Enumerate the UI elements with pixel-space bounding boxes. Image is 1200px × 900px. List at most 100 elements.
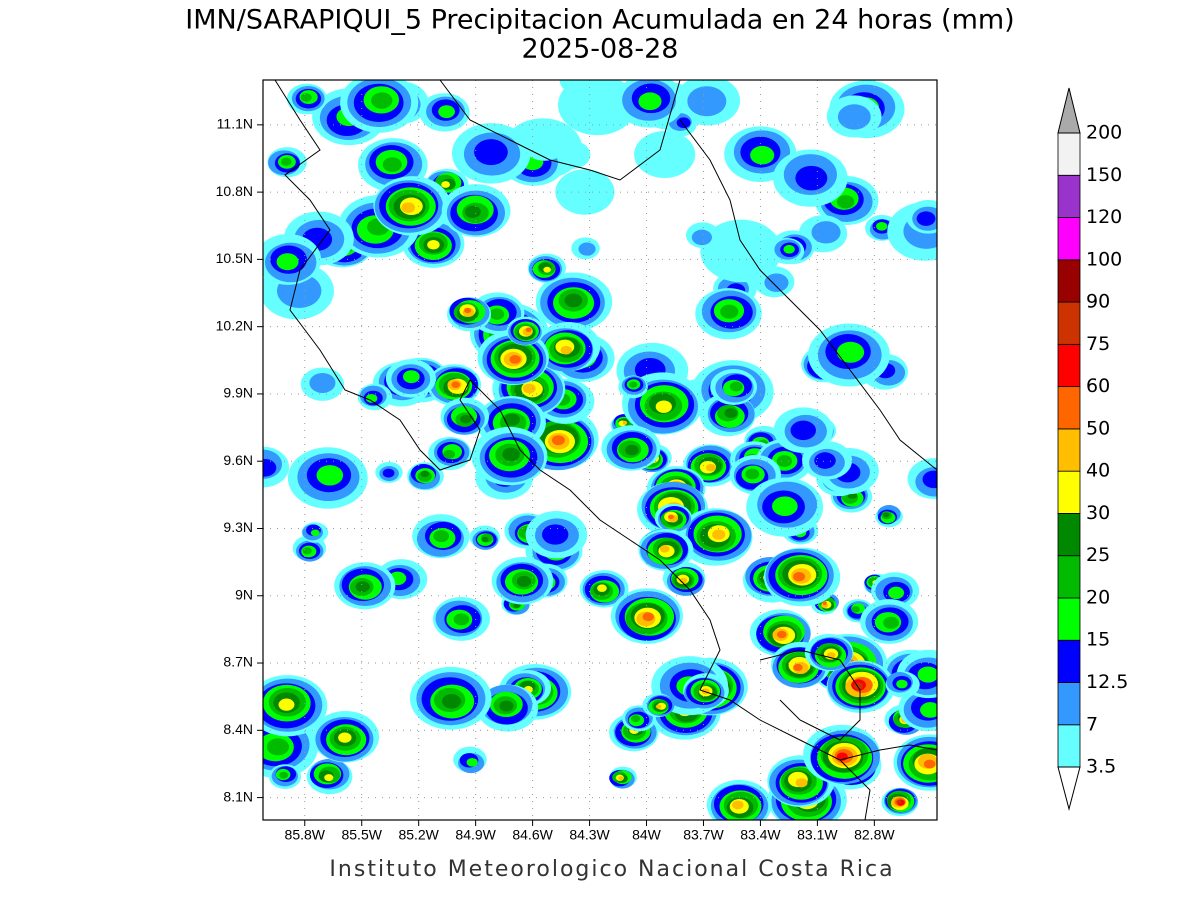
lon-label: 83.4W: [740, 827, 781, 843]
precip-blob: [310, 529, 320, 537]
precip-blob: [516, 575, 532, 587]
precip-blob: [655, 400, 672, 413]
precip-blob: [559, 80, 591, 93]
coastline: [274, 80, 937, 820]
colorbar-box: [1057, 724, 1081, 768]
precip-blob: [790, 420, 816, 441]
colorbar-box: [1057, 132, 1081, 176]
precip-blob: [474, 139, 508, 166]
precip-blob: [883, 616, 899, 629]
precip-blob: [712, 529, 726, 540]
precip-blob: [642, 612, 654, 622]
lon-label: 84W: [632, 827, 662, 843]
precip-blob: [481, 536, 489, 543]
precip-blob: [466, 757, 478, 767]
precip-blob: [720, 304, 739, 319]
precip-blob: [851, 606, 860, 613]
precip-blob: [382, 157, 402, 172]
precip-blob: [622, 420, 628, 425]
precip-blob: [776, 630, 787, 639]
precip-blob: [836, 195, 855, 209]
precip-blob: [676, 117, 691, 129]
precip-blob: [629, 381, 638, 388]
colorbar-label: 20: [1086, 586, 1110, 608]
precip-blob: [401, 202, 416, 213]
precip-blob: [438, 105, 455, 119]
precip-blob: [896, 799, 902, 804]
precip-blob: [560, 345, 572, 355]
colorbar-box: [1057, 639, 1081, 683]
precip-blob: [578, 242, 596, 256]
lat-label: 8.4N: [223, 721, 253, 737]
lat-label: 11.1N: [217, 116, 253, 132]
colorbar-label: 120: [1086, 206, 1122, 228]
precip-blob: [793, 572, 806, 582]
precip-blob: [433, 530, 450, 543]
precip-blob: [542, 524, 569, 545]
precip-blob: [300, 93, 312, 102]
colorbar-label: 90: [1086, 291, 1110, 313]
colorbar-label: 50: [1086, 417, 1110, 439]
precip-blob: [338, 732, 352, 743]
precip-blob: [638, 92, 662, 111]
lon-label: 85.5W: [341, 827, 382, 843]
lat-label: 8.1N: [223, 788, 253, 804]
colorbar-under: [1057, 766, 1081, 812]
colorbar-label: 200: [1086, 122, 1122, 144]
precip-blob: [888, 586, 905, 599]
map-frame: [262, 79, 938, 821]
precip-blob: [442, 694, 461, 709]
precip-blob: [922, 470, 937, 489]
precip-blob: [750, 145, 775, 165]
precip-blob: [551, 435, 565, 446]
colorbar-box: [1057, 513, 1081, 557]
precip-blob: [916, 211, 936, 226]
colorbar-box: [1057, 682, 1081, 726]
precip-blob: [811, 221, 841, 244]
colorbar-box: [1057, 386, 1081, 430]
colorbar-label: 100: [1086, 248, 1122, 270]
precip-blob: [634, 131, 696, 179]
colorbar-label: 40: [1086, 460, 1110, 482]
precip-blob: [371, 92, 393, 109]
precip-blob: [278, 698, 295, 711]
precip-blob: [316, 465, 344, 486]
precip-blob: [441, 181, 450, 188]
colorbar-box: [1057, 259, 1081, 303]
precip-blob: [822, 601, 827, 606]
precip-blob: [668, 514, 674, 520]
precip-blob: [279, 771, 288, 779]
precip-blob: [837, 104, 871, 130]
lon-label: 84.6W: [512, 827, 553, 843]
precip-blob: [618, 776, 624, 781]
precip-blob: [896, 679, 908, 689]
precip-blob: [302, 547, 312, 555]
lat-label: 9.3N: [223, 519, 253, 535]
precip-blob: [276, 253, 299, 271]
colorbar-label: 15: [1086, 629, 1110, 651]
lon-label: 84.3W: [569, 827, 610, 843]
precip-blob: [625, 444, 639, 456]
precip-blob: [525, 327, 532, 333]
lon-label: 82.8W: [854, 827, 895, 843]
lon-label: 85.2W: [398, 827, 439, 843]
precip-blob: [724, 408, 738, 418]
precip-blob: [453, 613, 470, 626]
precip-blob: [776, 455, 793, 467]
lon-label: 85.8W: [285, 827, 326, 843]
colorbar-box: [1057, 343, 1081, 388]
colorbar-box: [1057, 597, 1081, 641]
precip-blob: [324, 774, 334, 782]
precip-blob: [814, 452, 836, 469]
title: IMN/SARAPIQUI_5 Precipitacion Acumulada …: [185, 5, 1014, 36]
precip-blob: [427, 239, 440, 250]
precip-blob: [503, 413, 520, 426]
colorbar: 3.5 7 12.5 15 20 25 30 40 50 60 75 90 100 120 150 200: [1057, 87, 1128, 812]
precip-field: [263, 80, 937, 820]
precip-blob: [729, 381, 743, 392]
precip-blob: [631, 715, 641, 723]
precip-blob: [923, 759, 936, 769]
lon-label: 84.9W: [455, 827, 496, 843]
precip-blob: [309, 372, 336, 393]
lat-label: 8.7N: [223, 654, 253, 670]
